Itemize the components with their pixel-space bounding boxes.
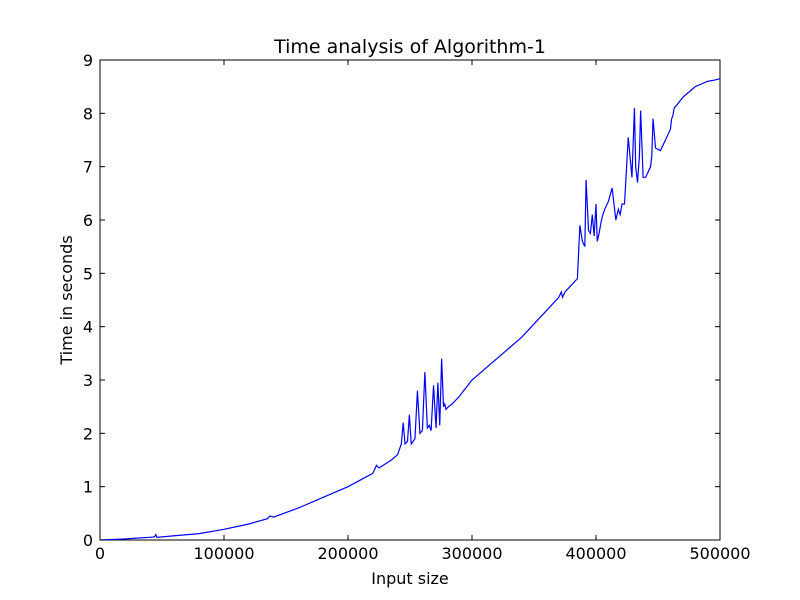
y-tick-label: 4 (83, 318, 93, 337)
x-axis: 0 100000 200000 300000 400000 500000 (95, 60, 751, 563)
y-tick-label: 3 (83, 371, 93, 390)
x-tick-label: 200000 (317, 544, 378, 563)
plot-area (99, 59, 721, 541)
y-tick-label: 0 (83, 531, 93, 550)
y-tick-label: 2 (83, 424, 93, 443)
y-tick-label: 7 (83, 158, 93, 177)
series-line (99, 78, 721, 541)
y-axis: 0 1 2 3 4 5 6 7 8 9 (83, 51, 720, 550)
y-tick-label: 6 (83, 211, 93, 230)
x-tick-label: 500000 (689, 544, 750, 563)
chart-title: Time analysis of Algorithm-1 (273, 36, 546, 58)
y-tick-label: 9 (83, 51, 93, 70)
x-tick-label: 400000 (565, 544, 626, 563)
y-axis-label: Time in seconds (57, 235, 76, 365)
x-tick-label: 100000 (193, 544, 254, 563)
y-tick-label: 5 (83, 264, 93, 283)
y-tick-label: 8 (83, 104, 93, 123)
y-tick-label: 1 (83, 478, 93, 497)
x-tick-label: 0 (95, 544, 105, 563)
x-axis-label: Input size (371, 569, 449, 588)
plot-frame (99, 59, 721, 541)
x-tick-label: 300000 (441, 544, 502, 563)
